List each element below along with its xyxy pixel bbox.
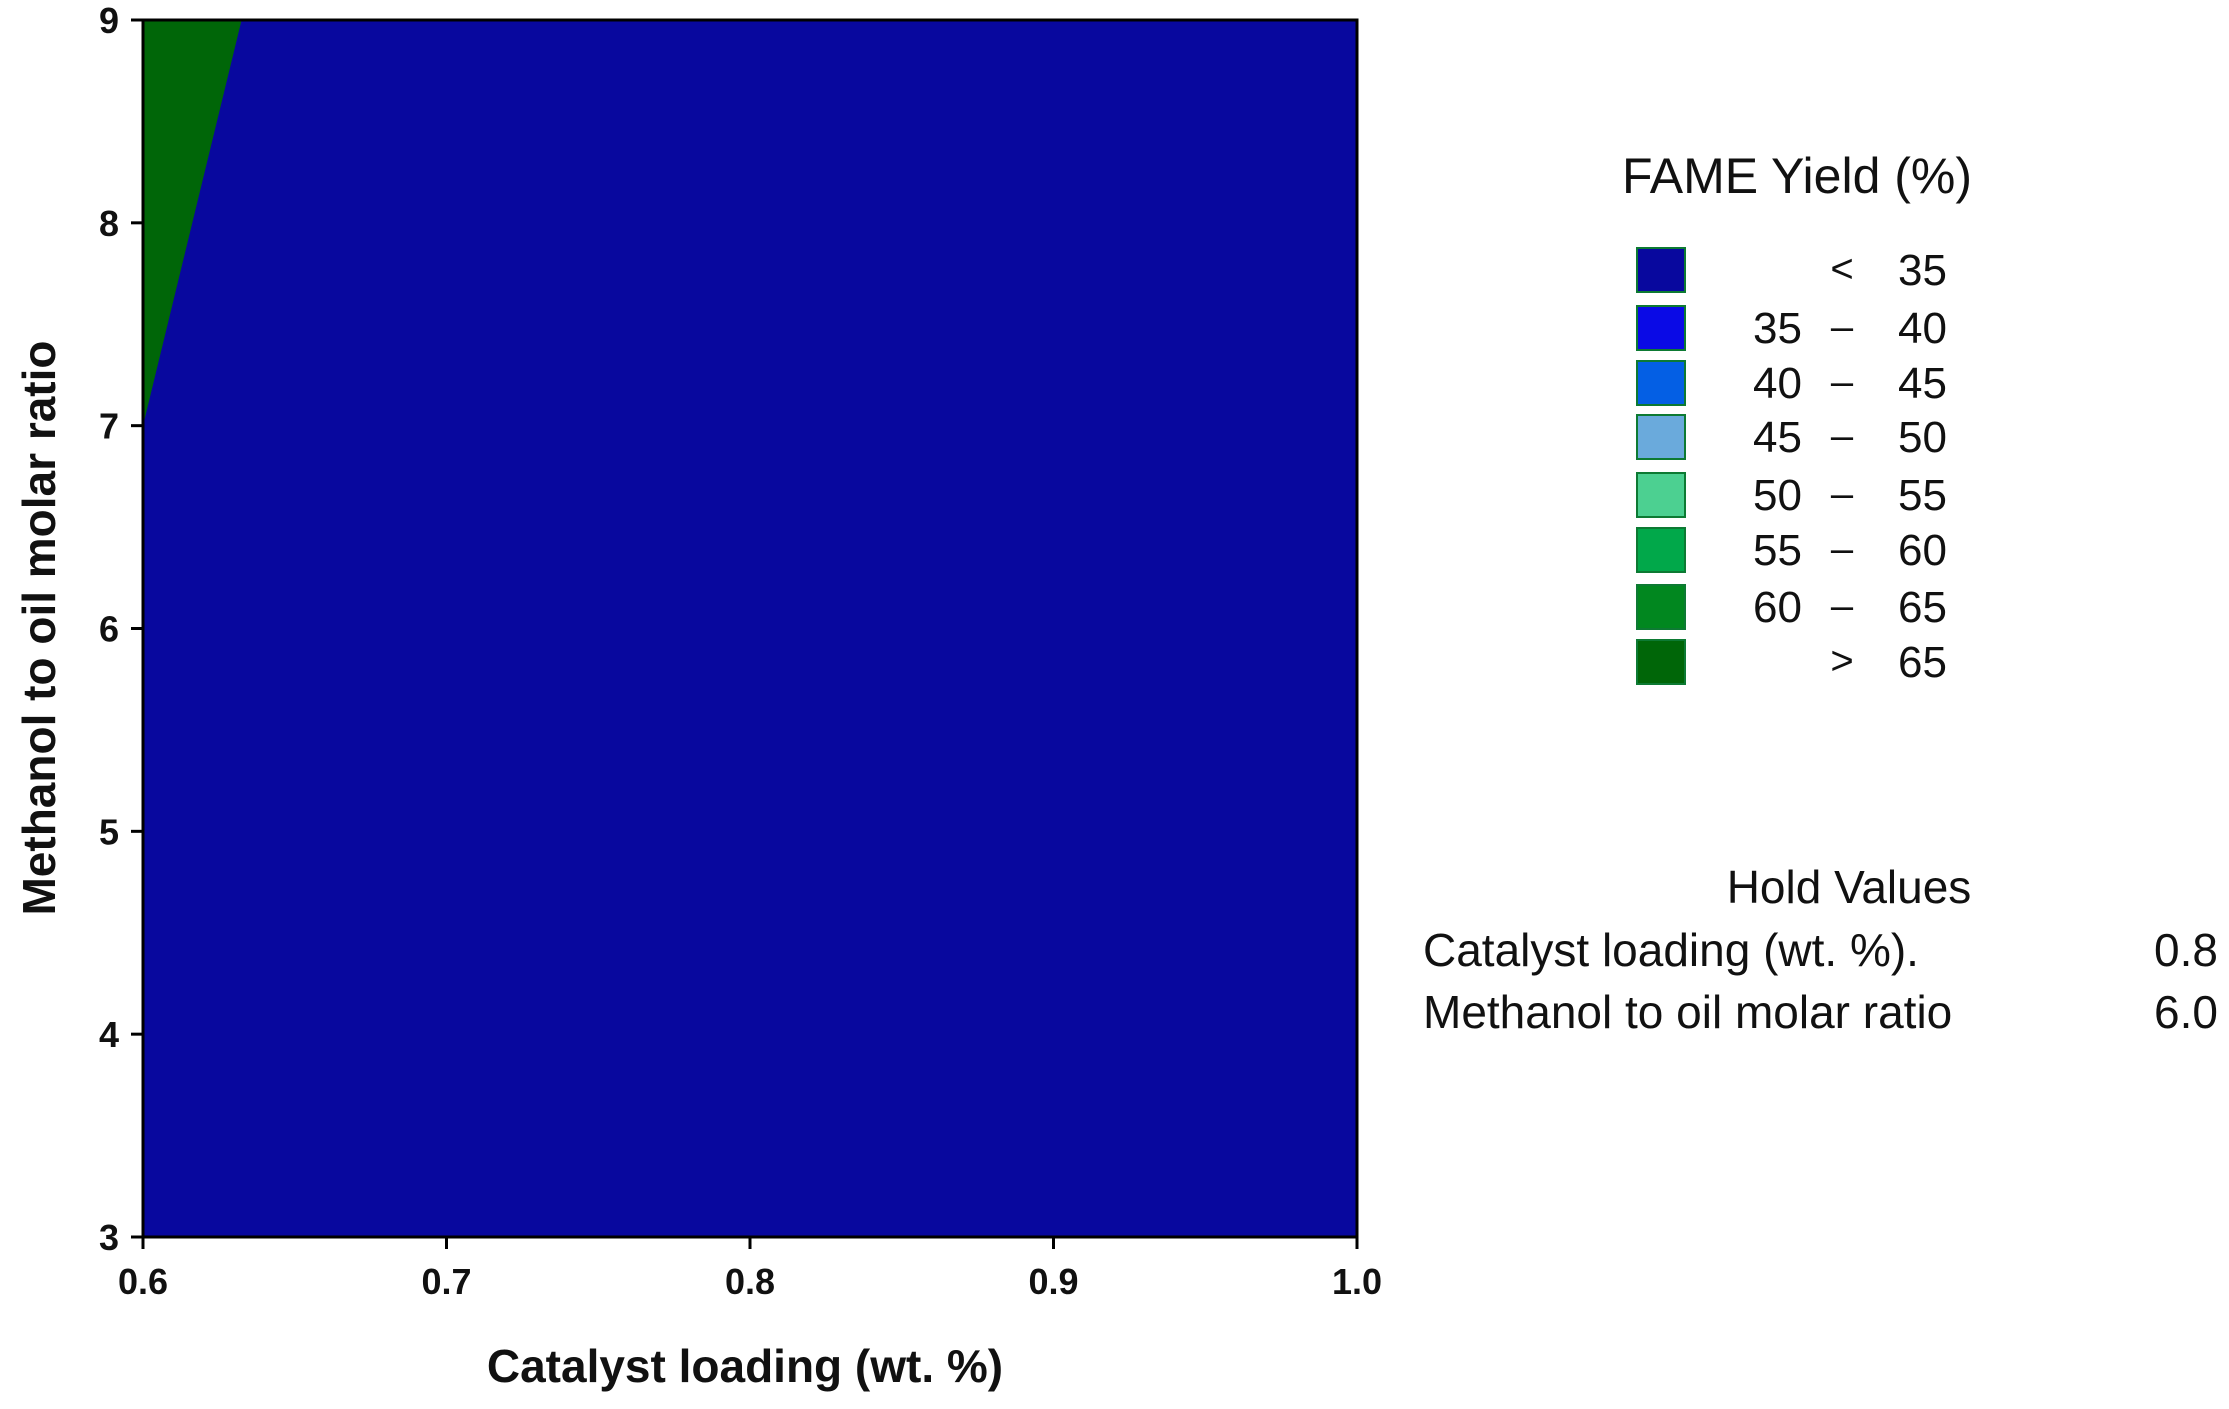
legend-range-separator: – bbox=[1831, 414, 1854, 458]
legend-range-separator: – bbox=[1831, 305, 1854, 349]
legend-range-high: 35 bbox=[1898, 246, 1947, 295]
legend-swatch bbox=[1636, 584, 1686, 630]
hold-value-number: 6.0 bbox=[2154, 986, 2218, 1038]
legend-range-high: 65 bbox=[1898, 583, 1947, 632]
y-tick-label: 3 bbox=[99, 1217, 119, 1258]
legend-entry: 60–65 bbox=[1636, 583, 1947, 632]
y-tick-label: 8 bbox=[99, 203, 119, 244]
legend-swatch bbox=[1636, 527, 1686, 573]
legend-swatch bbox=[1636, 305, 1686, 351]
legend-swatch bbox=[1636, 472, 1686, 518]
contour-regions bbox=[143, 20, 1358, 1238]
x-axis-label: Catalyst loading (wt. %) bbox=[487, 1340, 1003, 1392]
y-tick-label: 6 bbox=[99, 609, 119, 650]
hold-values-title: Hold Values bbox=[1727, 861, 1972, 913]
legend-entry: 45–50 bbox=[1636, 413, 1947, 462]
hold-value-row: Methanol to oil molar ratio 6.0 bbox=[1423, 986, 2218, 1038]
legend-swatch bbox=[1636, 414, 1686, 460]
contour-region-below-35 bbox=[143, 20, 1357, 1237]
legend-swatch bbox=[1636, 247, 1686, 293]
legend-entry: 55–60 bbox=[1636, 526, 1947, 575]
legend-range-separator: – bbox=[1831, 527, 1854, 571]
legend-range-low: 45 bbox=[1753, 413, 1802, 462]
x-tick-label: 0.8 bbox=[725, 1261, 775, 1302]
x-tick-label: 0.6 bbox=[118, 1261, 168, 1302]
legend-range-separator: – bbox=[1831, 360, 1854, 404]
legend-range-separator: – bbox=[1831, 584, 1854, 628]
legend-entry: 40–45 bbox=[1636, 359, 1947, 408]
legend-swatch bbox=[1636, 360, 1686, 406]
hold-value-row: Catalyst loading (wt. %). 0.8 bbox=[1423, 924, 2218, 976]
legend-range-separator: – bbox=[1831, 472, 1854, 516]
x-tick-label: 1.0 bbox=[1332, 1261, 1382, 1302]
y-tick-label: 5 bbox=[99, 811, 119, 852]
hold-value-label: Methanol to oil molar ratio bbox=[1423, 986, 1952, 1038]
legend-range-low: 50 bbox=[1753, 471, 1802, 520]
legend-entry: 35–40 bbox=[1636, 304, 1947, 353]
y-tick-label: 7 bbox=[99, 406, 119, 447]
x-tick-label: 0.7 bbox=[421, 1261, 471, 1302]
x-axis-ticks: 0.6 0.7 0.8 0.9 1.0 bbox=[118, 1237, 1382, 1302]
legend-range-high: 60 bbox=[1898, 526, 1947, 575]
legend-range-low: 40 bbox=[1753, 359, 1802, 408]
legend-title: FAME Yield (%) bbox=[1622, 148, 1972, 204]
legend-entry: 50–55 bbox=[1636, 471, 1947, 520]
legend-range-high: 65 bbox=[1898, 638, 1947, 687]
hold-value-label: Catalyst loading (wt. %). bbox=[1423, 924, 1919, 976]
legend-range-high: 55 bbox=[1898, 471, 1947, 520]
legend-swatch bbox=[1636, 639, 1686, 685]
legend-range-low: 35 bbox=[1753, 304, 1802, 353]
legend-range-high: 40 bbox=[1898, 304, 1947, 353]
legend-range-low: 55 bbox=[1753, 526, 1802, 575]
y-tick-label: 4 bbox=[99, 1014, 119, 1055]
legend-range-separator: < bbox=[1830, 247, 1853, 291]
y-axis-label: Methanol to oil molar ratio bbox=[13, 340, 65, 915]
legend-range-high: 45 bbox=[1898, 359, 1947, 408]
legend-range-separator: > bbox=[1830, 639, 1853, 683]
legend-range-high: 50 bbox=[1898, 413, 1947, 462]
legend-entry: <35 bbox=[1636, 246, 1947, 295]
legend-entry: >65 bbox=[1636, 638, 1947, 687]
hold-value-number: 0.8 bbox=[2154, 924, 2218, 976]
y-axis-ticks: 3 4 5 6 7 8 9 bbox=[99, 0, 143, 1258]
hold-values-table: Catalyst loading (wt. %). 0.8 Methanol to … bbox=[1423, 924, 2218, 1038]
x-tick-label: 0.9 bbox=[1028, 1261, 1078, 1302]
legend-range-low: 60 bbox=[1753, 583, 1802, 632]
y-tick-label: 9 bbox=[99, 0, 119, 41]
